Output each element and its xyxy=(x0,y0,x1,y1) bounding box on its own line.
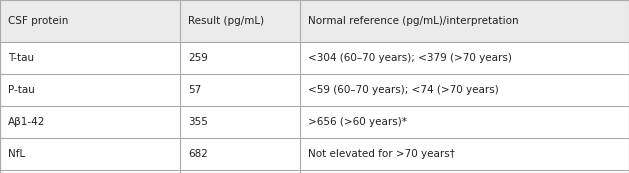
Text: 259: 259 xyxy=(188,53,208,63)
Text: CSF protein: CSF protein xyxy=(8,16,69,26)
Text: 355: 355 xyxy=(188,117,208,127)
Text: Normal reference (pg/mL)/interpretation: Normal reference (pg/mL)/interpretation xyxy=(308,16,519,26)
Text: >656 (>60 years)*: >656 (>60 years)* xyxy=(308,117,407,127)
Text: 57: 57 xyxy=(188,85,201,95)
Text: T-tau: T-tau xyxy=(8,53,34,63)
Text: P-tau: P-tau xyxy=(8,85,35,95)
Text: NfL: NfL xyxy=(8,149,25,159)
Text: <59 (60–70 years); <74 (>70 years): <59 (60–70 years); <74 (>70 years) xyxy=(308,85,499,95)
Text: Aβ1-42: Aβ1-42 xyxy=(8,117,45,127)
Text: <304 (60–70 years); <379 (>70 years): <304 (60–70 years); <379 (>70 years) xyxy=(308,53,512,63)
Text: 682: 682 xyxy=(188,149,208,159)
Text: Not elevated for >70 years†: Not elevated for >70 years† xyxy=(308,149,455,159)
Bar xyxy=(0,0,629,42)
Text: Result (pg/mL): Result (pg/mL) xyxy=(188,16,264,26)
